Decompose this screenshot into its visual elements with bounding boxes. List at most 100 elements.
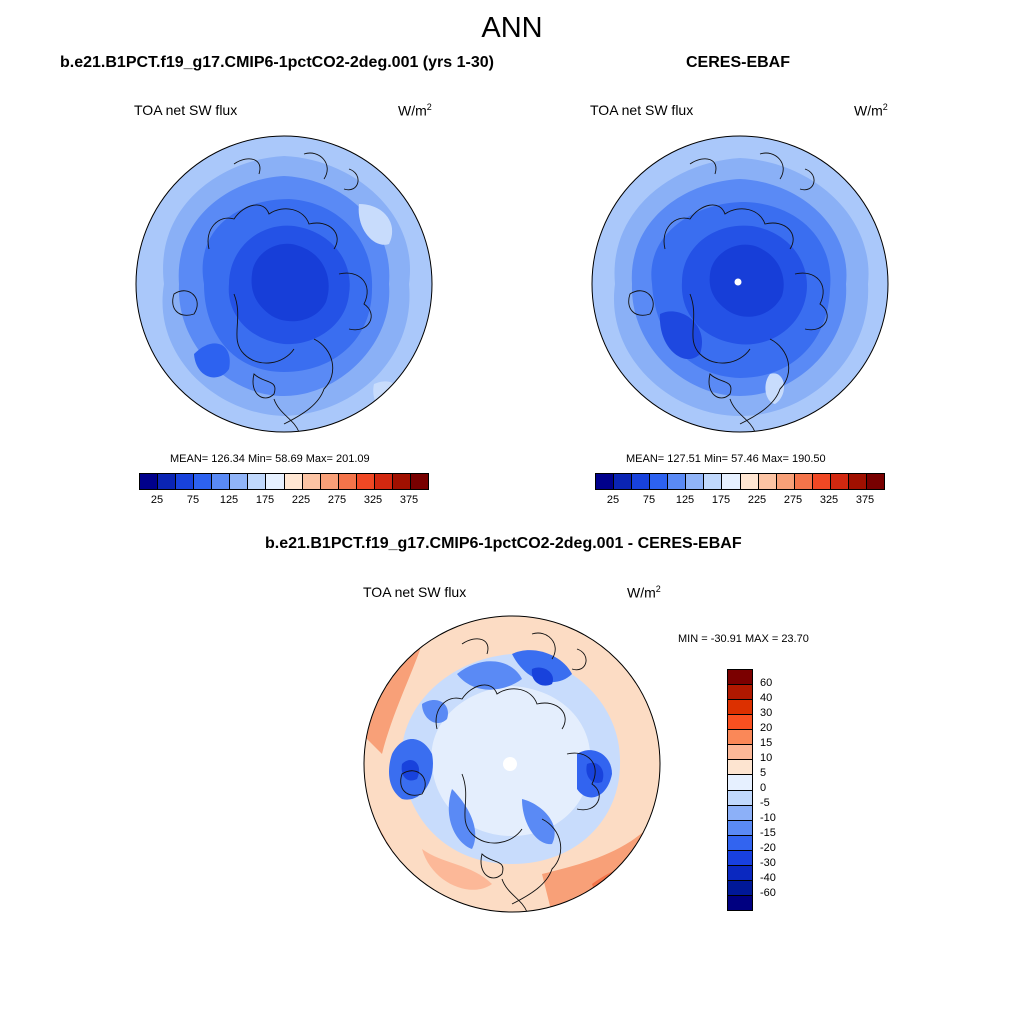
- panel2-title: CERES-EBAF: [686, 54, 791, 71]
- colorbar-tick-label: 75: [186, 494, 200, 506]
- colorbar-swatch: [158, 474, 177, 489]
- colorbar-tick-label: 275: [783, 494, 803, 506]
- colorbar-tick-label: -10: [760, 812, 776, 824]
- colorbar-swatch: [812, 474, 831, 489]
- colorbar-swatch: [266, 474, 285, 489]
- panel1-polar-map: [135, 135, 433, 433]
- figure-title: ANN: [481, 12, 543, 44]
- colorbar-swatch: [728, 670, 752, 686]
- panel1-colorbar: [139, 473, 429, 490]
- colorbar-tick-label: 75: [642, 494, 656, 506]
- panel2-colorbar-ticks: 25 75 125 175 225 275 325 375: [595, 494, 885, 508]
- colorbar-swatch: [338, 474, 357, 489]
- colorbar-tick-label: 125: [219, 494, 239, 506]
- panel2-stats: MEAN= 127.51 Min= 57.46 Max= 190.50: [626, 453, 826, 465]
- colorbar-swatch: [668, 474, 687, 489]
- colorbar-swatch: [302, 474, 321, 489]
- panel1-units: W/m2: [398, 102, 432, 119]
- colorbar-tick-label: -30: [760, 857, 776, 869]
- panel2-units: W/m2: [854, 102, 888, 119]
- colorbar-tick-label: 25: [150, 494, 164, 506]
- colorbar-swatch: [176, 474, 195, 489]
- colorbar-swatch: [866, 474, 884, 489]
- colorbar-tick-label: 60: [760, 677, 773, 689]
- colorbar-swatch: [728, 760, 752, 776]
- colorbar-swatch: [212, 474, 231, 489]
- colorbar-swatch: [758, 474, 777, 489]
- panel3-variable-label: TOA net SW flux: [363, 584, 467, 600]
- colorbar-swatch: [650, 474, 669, 489]
- colorbar-tick-label: 125: [675, 494, 695, 506]
- colorbar-tick-label: 325: [363, 494, 383, 506]
- colorbar-tick-label: 15: [760, 737, 773, 749]
- panel2-polar-map: [591, 135, 889, 433]
- colorbar-tick-label: -15: [760, 827, 776, 839]
- colorbar-swatch: [632, 474, 651, 489]
- colorbar-tick-label: 20: [760, 722, 773, 734]
- colorbar-tick-label: 30: [760, 707, 773, 719]
- colorbar-swatch: [848, 474, 867, 489]
- colorbar-tick-label: 10: [760, 752, 773, 764]
- colorbar-tick-label: 325: [819, 494, 839, 506]
- colorbar-tick-label: 25: [606, 494, 620, 506]
- colorbar-tick-label: 225: [291, 494, 311, 506]
- panel1-title: b.e21.B1PCT.f19_g17.CMIP6-1pctCO2-2deg.0…: [60, 54, 494, 71]
- colorbar-swatch: [740, 474, 759, 489]
- panel3-colorbar: [727, 669, 753, 911]
- panel3-polar-map: [363, 615, 661, 913]
- colorbar-swatch: [728, 685, 752, 701]
- colorbar-swatch: [356, 474, 375, 489]
- colorbar-tick-label: 225: [747, 494, 767, 506]
- colorbar-swatch: [392, 474, 411, 489]
- colorbar-swatch: [704, 474, 723, 489]
- colorbar-swatch: [728, 775, 752, 791]
- colorbar-tick-label: -60: [760, 887, 776, 899]
- colorbar-swatch: [284, 474, 303, 489]
- colorbar-swatch: [728, 820, 752, 836]
- colorbar-swatch: [410, 474, 428, 489]
- colorbar-swatch: [320, 474, 339, 489]
- colorbar-swatch: [722, 474, 741, 489]
- colorbar-swatch: [140, 474, 159, 489]
- colorbar-swatch: [728, 805, 752, 821]
- colorbar-tick-label: -5: [760, 797, 770, 809]
- colorbar-tick-label: 40: [760, 692, 773, 704]
- colorbar-swatch: [776, 474, 795, 489]
- panel3-units: W/m2: [627, 584, 661, 601]
- colorbar-swatch: [686, 474, 705, 489]
- colorbar-swatch: [728, 715, 752, 731]
- colorbar-swatch: [728, 730, 752, 746]
- colorbar-tick-label: 275: [327, 494, 347, 506]
- panel1-colorbar-ticks: 25 75 125 175 225 275 325 375: [139, 494, 429, 508]
- colorbar-swatch: [374, 474, 393, 489]
- panel3-colorbar-ticks: 60 40 30 20 15 10 5 0 -5 -10 -15 -20 -30 -40 -60: [760, 669, 800, 909]
- colorbar-swatch: [728, 835, 752, 851]
- colorbar-swatch: [728, 850, 752, 866]
- panel3-stats: MIN = -30.91 MAX = 23.70: [678, 633, 809, 645]
- colorbar-swatch: [194, 474, 213, 489]
- colorbar-tick-label: 0: [760, 782, 767, 794]
- panel2-variable-label: TOA net SW flux: [590, 102, 694, 118]
- colorbar-tick-label: 375: [399, 494, 419, 506]
- colorbar-tick-label: -20: [760, 842, 776, 854]
- colorbar-swatch: [230, 474, 249, 489]
- panel1-stats: MEAN= 126.34 Min= 58.69 Max= 201.09: [170, 453, 370, 465]
- colorbar-swatch: [728, 895, 752, 910]
- colorbar-tick-label: 175: [255, 494, 275, 506]
- colorbar-swatch: [728, 790, 752, 806]
- colorbar-swatch: [728, 880, 752, 896]
- colorbar-swatch: [614, 474, 633, 489]
- colorbar-swatch: [728, 745, 752, 761]
- colorbar-swatch: [830, 474, 849, 489]
- colorbar-tick-label: 5: [760, 767, 767, 779]
- colorbar-swatch: [794, 474, 813, 489]
- panel3-title: b.e21.B1PCT.f19_g17.CMIP6-1pctCO2-2deg.0…: [265, 535, 742, 552]
- colorbar-tick-label: 375: [855, 494, 875, 506]
- colorbar-tick-label: -40: [760, 872, 776, 884]
- colorbar-swatch: [248, 474, 267, 489]
- colorbar-swatch: [728, 700, 752, 716]
- panel1-variable-label: TOA net SW flux: [134, 102, 238, 118]
- colorbar-swatch: [728, 865, 752, 881]
- colorbar-swatch: [596, 474, 615, 489]
- colorbar-tick-label: 175: [711, 494, 731, 506]
